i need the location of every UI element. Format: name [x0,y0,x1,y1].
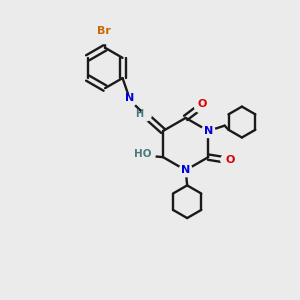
Circle shape [179,164,192,177]
Text: HO: HO [134,149,152,159]
Text: O: O [198,99,207,109]
Circle shape [202,124,215,137]
Text: N: N [204,126,213,136]
Circle shape [195,101,206,112]
Circle shape [140,110,151,121]
Text: Br: Br [97,26,110,35]
Text: N: N [181,165,190,175]
Circle shape [124,95,136,106]
Text: N: N [125,93,134,103]
Circle shape [97,27,113,44]
Circle shape [221,154,233,166]
Text: O: O [225,155,234,165]
Text: H: H [135,109,143,119]
Circle shape [138,147,155,164]
